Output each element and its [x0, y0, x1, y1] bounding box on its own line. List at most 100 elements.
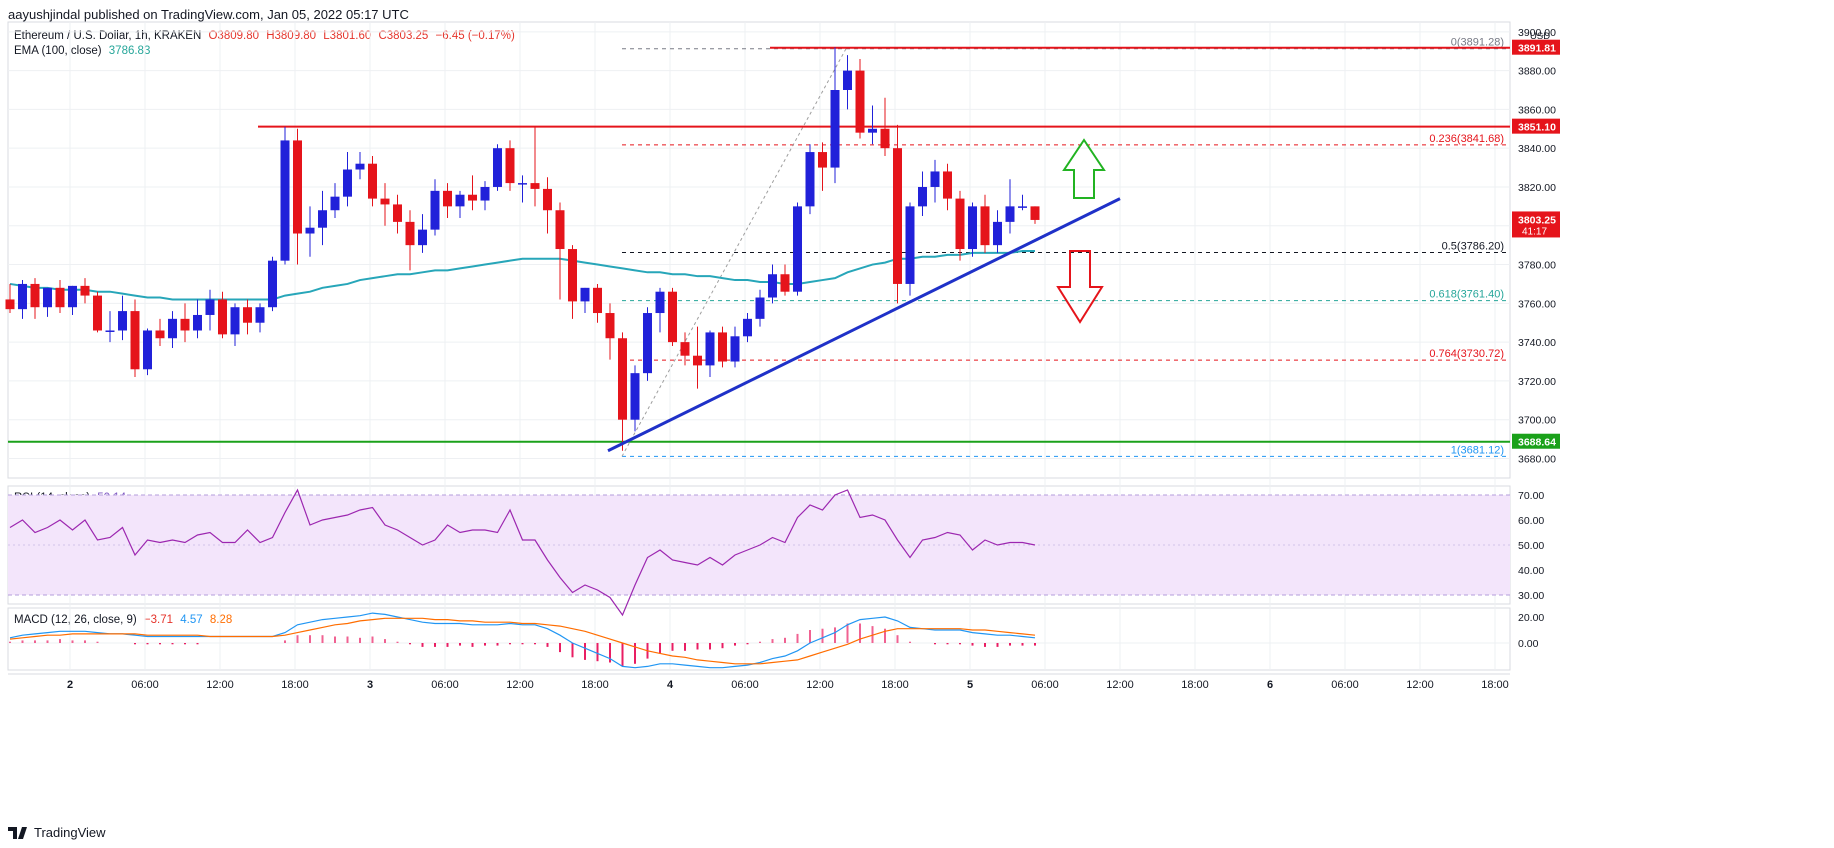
candle-body [605, 313, 615, 339]
candle-body [30, 283, 40, 308]
fib-level-label: 0.236(3841.68) [1429, 133, 1504, 145]
brand-name: TradingView [34, 825, 106, 840]
candle-body [18, 283, 27, 310]
price-tick-label: 3700.00 [1518, 415, 1556, 427]
candle-body [405, 221, 415, 246]
candle-body [643, 313, 652, 374]
macd-tick-label: 0.00 [1518, 638, 1539, 650]
macd-signal-value: 8.28 [209, 614, 233, 626]
trend-line [607, 197, 1121, 453]
candle-body [193, 314, 202, 331]
time-label: 18:00 [1481, 679, 1509, 691]
macd-legend: MACD (12, 26, close, 9) −3.71 4.57 8.28 [14, 614, 236, 626]
candle-body [68, 285, 77, 308]
candle-body [530, 183, 540, 189]
candle-body [980, 206, 990, 246]
candle-body [1005, 206, 1015, 222]
candle-body [43, 287, 52, 308]
ema-legend: EMA (100, close) 3786.83 [14, 45, 154, 57]
symbol-legend: Ethereum / U.S. Dollar, 1h, KRAKEN O3809… [14, 30, 519, 42]
main-pane-border [7, 21, 1511, 479]
candle-body [55, 287, 65, 308]
candle-body [455, 194, 465, 207]
candle-body [393, 204, 402, 222]
symbol-name[interactable]: Ethereum / U.S. Dollar, 1h, KRAKEN [14, 30, 202, 42]
candle-body [105, 330, 115, 332]
candle-body [480, 186, 490, 201]
time-label: 06:00 [1331, 679, 1359, 691]
price-badge-label: 3803.25 [1518, 214, 1556, 226]
time-label: 06:00 [731, 679, 759, 691]
time-label: 3 [367, 679, 373, 691]
candle-body [805, 152, 815, 207]
candle-body [730, 336, 740, 362]
candle-body [555, 210, 565, 250]
fib-level-label: 0.764(3730.72) [1429, 348, 1504, 360]
candle-body [243, 307, 252, 323]
ohlc-close: C3803.25 [378, 30, 429, 42]
candle-body [630, 373, 640, 420]
ema-label[interactable]: EMA (100, close) [14, 45, 102, 57]
macd-pane-border [7, 607, 1511, 671]
price-badge [1512, 433, 1560, 449]
time-label: 12:00 [506, 679, 534, 691]
macd-label[interactable]: MACD (12, 26, close, 9) [14, 614, 137, 626]
candle-body [993, 221, 1002, 246]
candle-body [93, 295, 102, 331]
candle-body [668, 291, 677, 343]
rsi-tick-label: 30.00 [1518, 590, 1544, 602]
candle-body [230, 307, 240, 335]
rsi-tick-label: 70.00 [1518, 490, 1544, 502]
candle-body [118, 311, 127, 331]
price-tick-label: 3740.00 [1518, 337, 1556, 349]
candle-body [755, 297, 765, 319]
candle-body [343, 169, 352, 197]
macd-signal-line [9, 617, 1036, 665]
candle-body [518, 183, 527, 185]
macd-line-value: 4.57 [180, 614, 203, 626]
price-badge-label: 3688.64 [1518, 437, 1556, 449]
rsi-tick-label: 50.00 [1518, 540, 1544, 552]
candle-body [793, 206, 802, 292]
currency-label: USD [1530, 31, 1550, 42]
candle-body [568, 249, 577, 302]
price-tick-label: 3780.00 [1518, 260, 1556, 272]
candle-body [768, 274, 777, 298]
ohlc-high: H3809.80 [266, 30, 317, 42]
candle-body [843, 70, 852, 90]
price-tick-label: 3820.00 [1518, 182, 1556, 194]
time-label: 06:00 [1031, 679, 1059, 691]
down-arrow-icon [1056, 250, 1104, 324]
time-label: 18:00 [581, 679, 609, 691]
time-label: 06:00 [431, 679, 459, 691]
rsi-tick-label: 60.00 [1518, 515, 1544, 527]
candle-body [693, 355, 702, 366]
candle-body [80, 285, 90, 296]
chart-canvas[interactable]: 2 06:00 12:00 18:00 3 06:00 12:00 18:00 4 06:00 12… [0, 0, 1834, 820]
tradingview-logo-icon [8, 826, 27, 839]
macd-line [9, 612, 1036, 669]
candle-body [505, 148, 515, 184]
candle-body [655, 291, 665, 314]
candle-body [880, 128, 890, 149]
candle-body [855, 70, 865, 133]
candle-body [718, 332, 727, 362]
candle-body [580, 287, 590, 302]
time-label: 5 [967, 679, 973, 691]
candle-body [493, 148, 502, 187]
candle-body [430, 190, 440, 230]
candle-body [268, 260, 277, 308]
candle-body [168, 318, 177, 339]
candle-body [743, 318, 752, 337]
candle-body [155, 330, 165, 339]
candle-body [593, 287, 602, 314]
time-label: 12:00 [806, 679, 834, 691]
ohlc-low: L3801.60 [323, 30, 372, 42]
price-tick-label: 3680.00 [1518, 453, 1556, 465]
candle-body [705, 332, 715, 366]
ema-line [9, 249, 1035, 301]
time-label: 6 [1267, 679, 1273, 691]
up-arrow-icon [1062, 138, 1106, 199]
ohlc-change: −6.45 (−0.17%) [435, 30, 515, 42]
candle-body [780, 274, 790, 292]
